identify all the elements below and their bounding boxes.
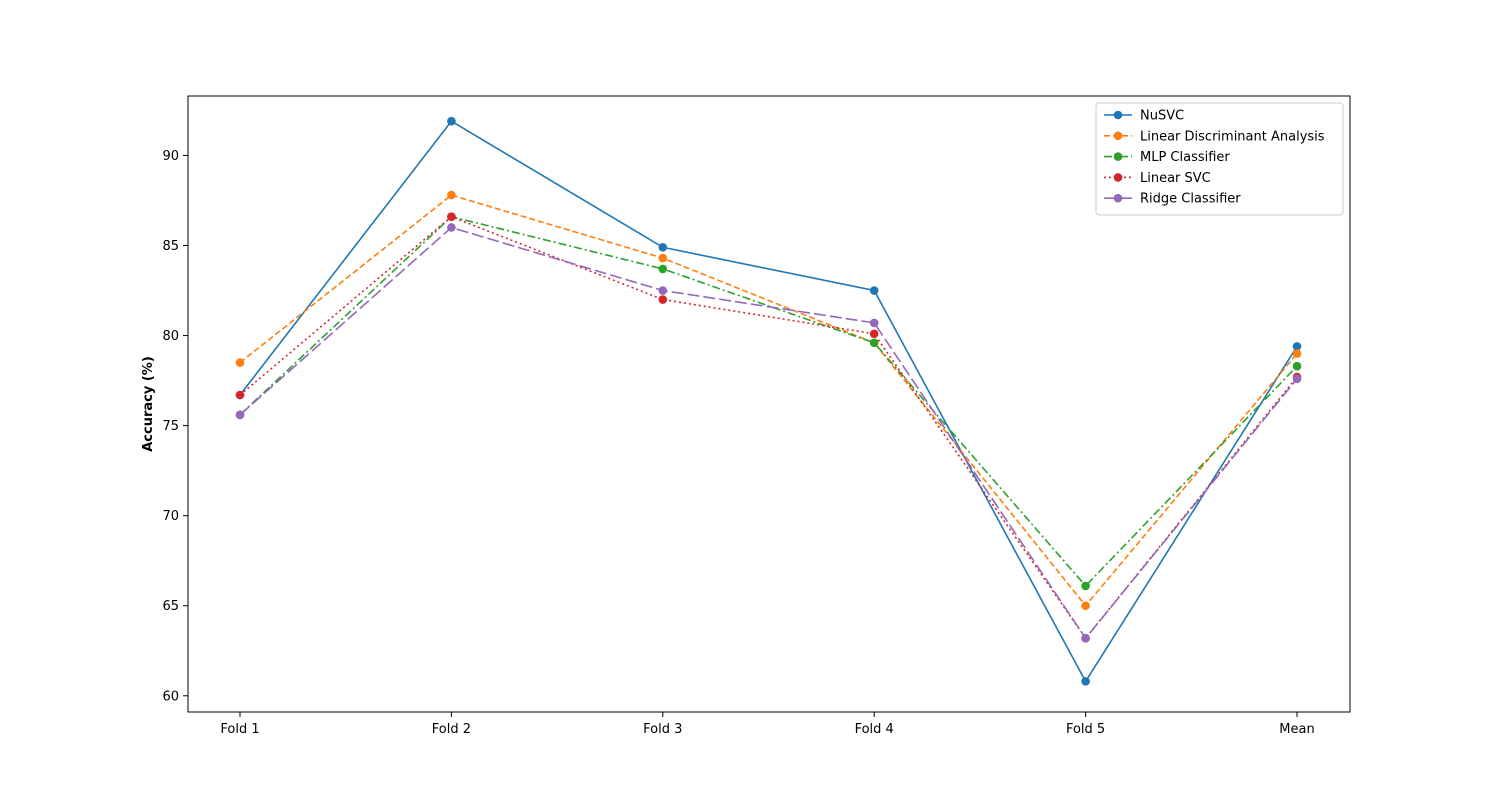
legend-label: MLP Classifier (1140, 150, 1230, 165)
data-point (869, 329, 879, 339)
data-point (869, 338, 879, 348)
data-point (658, 253, 668, 263)
y-tick-label: 85 (162, 239, 179, 254)
y-axis-label: Accuracy (%) (141, 356, 156, 452)
y-tick-label: 90 (162, 149, 179, 164)
y-tick-label: 75 (162, 419, 179, 434)
data-point (1081, 677, 1090, 686)
legend-marker (1113, 110, 1123, 120)
data-point (447, 116, 456, 126)
data-point (869, 318, 879, 328)
data-point (1081, 633, 1090, 643)
y-tick-label: 65 (162, 599, 179, 614)
legend-marker (1113, 131, 1123, 141)
data-point (1292, 361, 1302, 371)
data-point (235, 358, 245, 367)
data-point (658, 264, 668, 274)
data-point (235, 390, 245, 400)
y-tick-label: 80 (162, 329, 179, 344)
data-point (447, 223, 456, 232)
data-point (447, 212, 456, 221)
x-tick-label: Fold 3 (643, 722, 682, 737)
data-point (1292, 349, 1302, 358)
legend-box (1095, 102, 1344, 216)
y-tick-label: 60 (162, 689, 179, 704)
series-lines (239, 120, 1298, 683)
legend-label: Linear Discriminant Analysis (1140, 129, 1325, 144)
data-point (658, 286, 668, 295)
data-point (658, 242, 668, 252)
series-line-4 (239, 226, 1298, 640)
data-point (1292, 342, 1302, 351)
legend-marker (1113, 152, 1123, 161)
series-line-0 (239, 120, 1298, 683)
legend: NuSVC Linear Discriminant Analysis MLP Cla… (1095, 102, 1344, 216)
plot-area-frame (187, 95, 1351, 713)
data-point (1292, 374, 1302, 384)
x-tick-label: Mean (1279, 722, 1314, 737)
data-point (658, 295, 668, 304)
x-tick-label: Fold 1 (220, 722, 259, 737)
x-tick-label: Fold 5 (1066, 722, 1105, 737)
data-point (447, 190, 456, 200)
data-point (1081, 581, 1090, 591)
data-point (1081, 601, 1090, 611)
x-axis: Fold 1 Fold 2 Fold 3 Fold 4 Fold 5 Mean (220, 712, 1315, 737)
series-line-3 (239, 215, 1298, 640)
legend-label: Linear SVC (1140, 171, 1211, 186)
legend-marker (1113, 193, 1123, 203)
legend-label: Ridge Classifier (1140, 192, 1241, 207)
legend-marker (1113, 173, 1123, 182)
legend-label: NuSVC (1140, 109, 1184, 124)
y-tick-label: 70 (162, 509, 179, 524)
series-line-2 (239, 215, 1298, 588)
x-tick-label: Fold 4 (855, 722, 894, 737)
data-point (869, 286, 879, 295)
series-markers (235, 116, 1302, 686)
x-tick-label: Fold 2 (432, 722, 471, 737)
y-axis: 60 65 70 75 80 85 90 (162, 149, 188, 704)
data-point (235, 410, 245, 420)
series-line-1 (239, 194, 1298, 607)
